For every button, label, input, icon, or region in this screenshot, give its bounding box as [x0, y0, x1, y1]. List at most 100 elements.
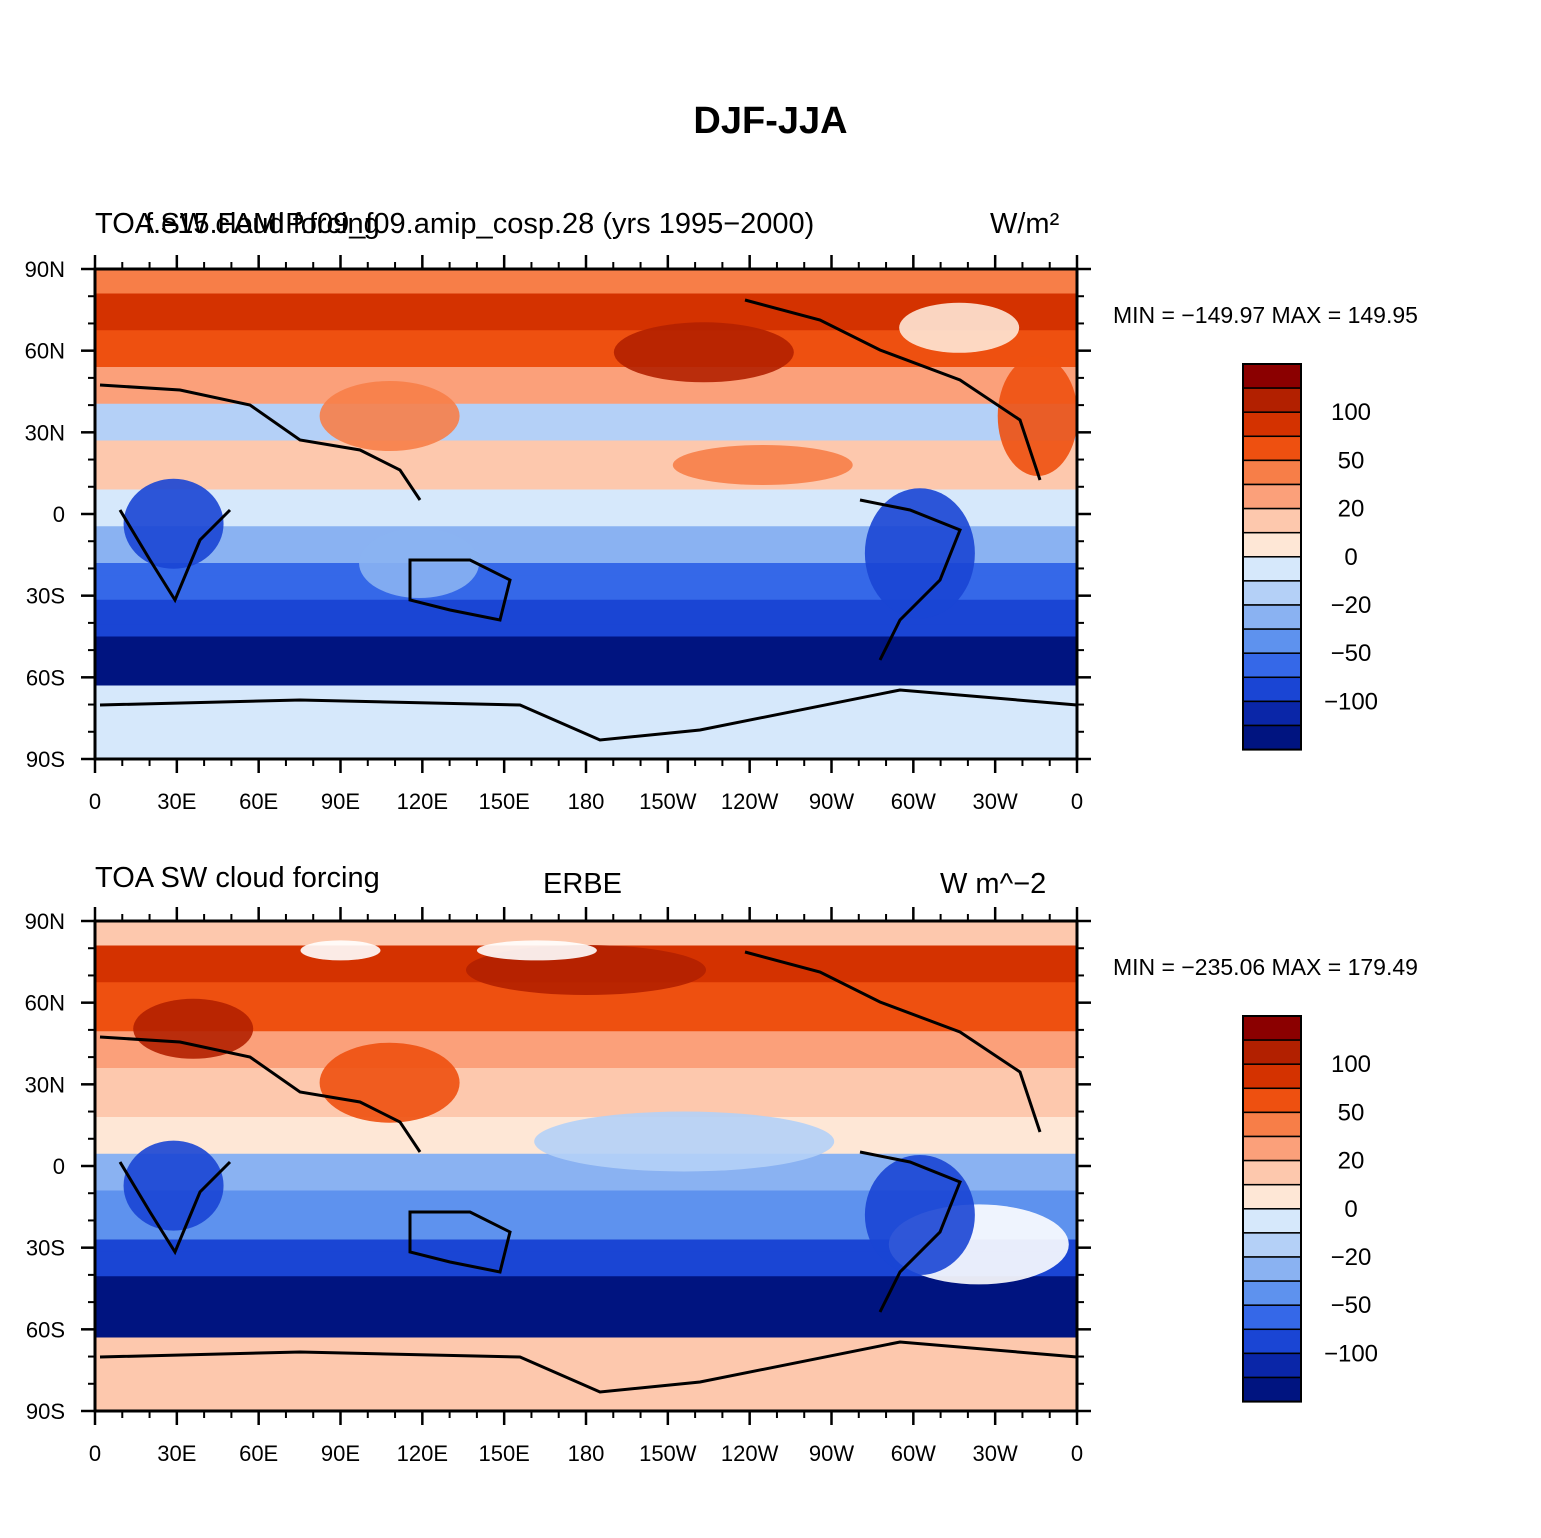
colorbar-box [1242, 1352, 1302, 1379]
colorbar-label: −20 [1331, 1244, 1372, 1271]
lon-tick-label: 30W [973, 789, 1018, 814]
field-band [95, 1031, 1077, 1045]
colorbar-box [1242, 1135, 1302, 1162]
colorbar-box [1242, 1183, 1302, 1210]
lon-tick-label: 180 [568, 789, 605, 814]
panel2-map [95, 921, 1078, 1412]
field-band [95, 648, 1077, 662]
colorbar-box [1242, 459, 1302, 486]
colorbar-box [1242, 387, 1302, 413]
coastline [99, 1340, 1078, 1394]
field-blob [133, 998, 254, 1059]
colorbar-box [1242, 1280, 1302, 1306]
coastline [744, 950, 1042, 1133]
field-band [95, 1006, 1077, 1020]
panel1-map [95, 269, 1078, 760]
field-band [95, 1019, 1077, 1033]
lat-tick-label: 60S [26, 665, 65, 690]
colorbar-box [1242, 1256, 1302, 1282]
field-band [95, 1276, 1077, 1290]
field-blob [997, 356, 1078, 476]
lon-tick-label: 120W [721, 789, 779, 814]
colorbar-box [1242, 1376, 1302, 1403]
colorbar-label: 50 [1338, 447, 1365, 474]
field-band [95, 1215, 1077, 1229]
field-blob [123, 478, 224, 569]
field-blob [319, 381, 460, 451]
colorbar-label: −50 [1331, 640, 1372, 667]
field-band [95, 1300, 1077, 1314]
field-blob [672, 445, 853, 485]
field-band [95, 1190, 1077, 1204]
lon-tick-label: 60E [239, 1441, 278, 1466]
field-band [95, 697, 1077, 711]
field-band [95, 1325, 1077, 1339]
field-band [95, 1374, 1077, 1388]
field-band [95, 354, 1077, 368]
field-band [95, 489, 1077, 503]
coastline [99, 1035, 422, 1153]
field-band [95, 379, 1077, 393]
field-blob [864, 488, 975, 619]
lat-tick-label: 30N [25, 420, 65, 445]
field-band [95, 746, 1077, 760]
field-band [95, 514, 1077, 528]
coastline [859, 1150, 962, 1313]
colorbar-label: 100 [1331, 399, 1371, 426]
lon-tick-label: 0 [89, 789, 101, 814]
lat-tick-label: 0 [53, 1154, 65, 1179]
coastline [408, 1210, 512, 1274]
field-band [95, 1398, 1077, 1412]
lon-tick-label: 60W [891, 1441, 936, 1466]
lon-tick-label: 90W [809, 1441, 854, 1466]
field-blob [476, 940, 597, 961]
field-band [95, 685, 1077, 699]
colorbar-label: 50 [1338, 1099, 1365, 1126]
colorbar-box [1242, 1159, 1302, 1186]
field-band [95, 624, 1077, 638]
field-band [95, 501, 1077, 515]
panel1-min-max: MIN = −149.97 MAX = 149.95 [1113, 302, 1418, 328]
field-band [95, 428, 1077, 442]
field-band [95, 318, 1077, 332]
lat-tick-label: 30S [26, 584, 65, 609]
colorbar-label: 0 [1344, 1196, 1357, 1223]
field-band [95, 1251, 1077, 1265]
colorbar-box [1242, 628, 1302, 654]
colorbar-box [1242, 1304, 1302, 1331]
panel1-left-title: TOA SW cloud forcing [95, 208, 380, 240]
field-blob [613, 322, 794, 383]
lat-tick-label: 60N [25, 339, 65, 364]
colorbar-box [1242, 1208, 1302, 1234]
field-band [95, 710, 1077, 724]
field-band [95, 1288, 1077, 1302]
lon-tick-label: 150W [639, 1441, 697, 1466]
colorbar-box [1242, 1111, 1302, 1138]
field-band [95, 1227, 1077, 1241]
colorbar-label: 20 [1338, 496, 1365, 523]
lon-tick-label: 90E [321, 1441, 360, 1466]
colorbar-box [1242, 1087, 1302, 1114]
colorbar-box [1242, 435, 1302, 462]
field-band [95, 1362, 1077, 1376]
panel1-center-title: f.e15.FAMIP.f09_f09.amip_cosp.28 (yrs 19… [145, 208, 815, 240]
field-band [95, 921, 1077, 935]
field-band [95, 269, 1077, 283]
field-band [95, 452, 1077, 466]
panel2-min-max: MIN = −235.06 MAX = 179.49 [1113, 954, 1418, 980]
colorbar-box [1242, 363, 1302, 389]
field-band [95, 526, 1077, 540]
field-band [95, 933, 1077, 947]
field-band [95, 416, 1077, 430]
field-band [95, 342, 1077, 356]
colorbar-label: 20 [1338, 1148, 1365, 1175]
lat-tick-label: 30S [26, 1236, 65, 1261]
coastline [99, 688, 1078, 742]
coastline [744, 298, 1042, 481]
field-blob [899, 302, 1020, 353]
lon-tick-label: 30E [157, 1441, 196, 1466]
panel2-units: W m^−2 [940, 868, 1047, 900]
field-band [95, 661, 1077, 675]
colorbar-box [1242, 604, 1302, 630]
